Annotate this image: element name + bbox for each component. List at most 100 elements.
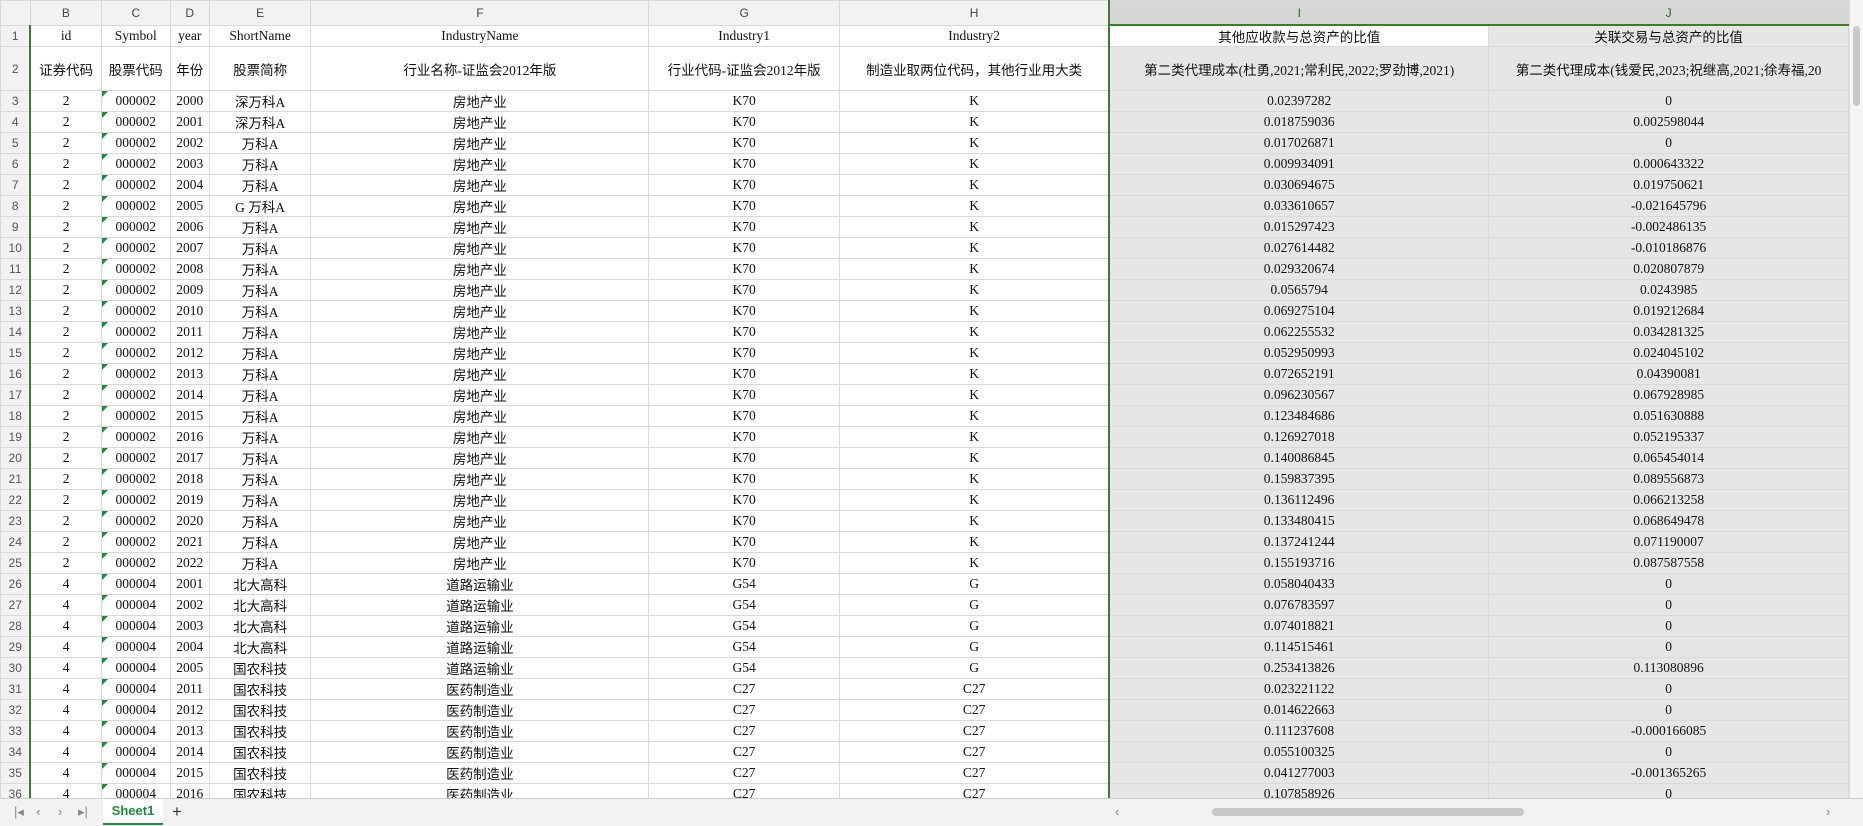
horizontal-scroll-thumb[interactable]	[1212, 808, 1524, 816]
cell: 2003	[169, 615, 210, 637]
cell: 房地产业	[310, 468, 650, 490]
sheet-tab[interactable]: Sheet1	[103, 799, 163, 825]
cell: 0.140086845	[1108, 447, 1490, 469]
cell: 0.023221122	[1108, 678, 1490, 700]
sheet-row: 25 2 000002 2022 万科A 房地产业 K70 K 0.155193716 0.087…	[0, 552, 1849, 574]
cell: 0	[1488, 132, 1849, 154]
cell: 0	[1488, 573, 1849, 595]
cell: 2012	[169, 342, 210, 364]
cell: 2	[29, 258, 102, 280]
cell: K70	[648, 489, 841, 511]
cell: 0.033610657	[1108, 195, 1490, 217]
cell: 行业代码-证监会2012年版	[648, 46, 841, 91]
sheet-row: 15 2 000002 2012 万科A 房地产业 K70 K 0.052950993 0.024…	[0, 342, 1849, 364]
sheet-row: 21 2 000002 2018 万科A 房地产业 K70 K 0.159837395 0.089…	[0, 468, 1849, 490]
cell: G54	[648, 573, 841, 595]
nav-next[interactable]: ›	[58, 804, 63, 819]
cell: 0.133480415	[1108, 510, 1490, 532]
cell: 4	[29, 699, 102, 721]
cell: 0.0565794	[1108, 279, 1490, 301]
cell: 2008	[169, 258, 210, 280]
cell: 北大高科	[208, 636, 312, 658]
row-number: 31	[0, 678, 32, 700]
cell: 房地产业	[310, 153, 650, 175]
cell: K70	[648, 279, 841, 301]
cell: K70	[648, 132, 841, 154]
cell: 0.015297423	[1108, 216, 1490, 238]
cell: G	[839, 636, 1110, 658]
cell: 0.051630888	[1488, 405, 1849, 427]
nav-last[interactable]: ▸|	[78, 804, 88, 819]
cell: 万科A	[208, 258, 312, 280]
cell: 房地产业	[310, 321, 650, 343]
cell: G	[839, 594, 1110, 616]
cell: 0.009934091	[1108, 153, 1490, 175]
nav-first[interactable]: |◂	[14, 804, 24, 819]
sheet-row: 6 2 000002 2003 万科A 房地产业 K70 K 0.009934091 0.0006…	[0, 153, 1849, 175]
cell: 第二类代理成本(杜勇,2021;常利民,2022;罗劲博,2021)	[1108, 46, 1490, 91]
sheet-row: 29 4 000004 2004 北大高科 道路运输业 G54 G 0.114515461 0	[0, 636, 1849, 658]
row-number: 35	[0, 762, 32, 784]
cell: C27	[648, 720, 841, 742]
cell: 万科A	[208, 363, 312, 385]
add-sheet[interactable]: +	[172, 802, 182, 821]
nav-prev[interactable]: ‹	[36, 804, 41, 819]
cell: C27	[839, 762, 1110, 784]
cell: G	[839, 657, 1110, 679]
scroll-right[interactable]: ›	[1826, 804, 1831, 819]
cell: 2004	[169, 174, 210, 196]
cell: 2001	[169, 111, 210, 133]
cell: 0	[1488, 741, 1849, 763]
cell: K70	[648, 258, 841, 280]
cell: 2013	[169, 720, 210, 742]
cell: 0.055100325	[1108, 741, 1490, 763]
column-letter: B	[29, 0, 102, 26]
cell: 国农科技	[208, 741, 312, 763]
cell: 2015	[169, 762, 210, 784]
sheet-row: 31 4 000004 2011 国农科技 医药制造业 C27 C27 0.023221122 0	[0, 678, 1849, 700]
cell: 房地产业	[310, 426, 650, 448]
cell: 国农科技	[208, 783, 312, 798]
cell: 道路运输业	[310, 636, 650, 658]
row-number: 34	[0, 741, 32, 763]
cell: G54	[648, 636, 841, 658]
cell: K	[839, 279, 1110, 301]
cell: 4	[29, 720, 102, 742]
cell: 0	[1488, 90, 1849, 112]
scroll-thumb[interactable]	[1853, 26, 1860, 106]
cell: 0.137241244	[1108, 531, 1490, 553]
sheet-row: 36 4 000004 2016 国农科技 医药制造业 C27 C27 0.107858926 0	[0, 783, 1849, 798]
cell: K	[839, 342, 1110, 364]
row-number: 11	[0, 258, 32, 280]
cell: K70	[648, 447, 841, 469]
row-number: 25	[0, 552, 32, 574]
cell: K70	[648, 174, 841, 196]
cell: K	[839, 447, 1110, 469]
cell: id	[29, 24, 102, 47]
cell: 2	[29, 384, 102, 406]
cell: 万科A	[208, 426, 312, 448]
cell: 2002	[169, 132, 210, 154]
row-number: 29	[0, 636, 32, 658]
cell: 2022	[169, 552, 210, 574]
row-number: 5	[0, 132, 32, 154]
cell: K70	[648, 90, 841, 112]
cell: 2	[29, 132, 102, 154]
row-number: 10	[0, 237, 32, 259]
cell: C27	[648, 699, 841, 721]
row-number: 2	[0, 46, 32, 91]
cell: 2009	[169, 279, 210, 301]
cell: C27	[648, 678, 841, 700]
cell: 房地产业	[310, 258, 650, 280]
cell: K70	[648, 426, 841, 448]
cell: K70	[648, 342, 841, 364]
cell: 0.019212684	[1488, 300, 1849, 322]
cell: Symbol	[100, 24, 171, 47]
cell: 000004	[100, 636, 171, 658]
sheet-row: 9 2 000002 2006 万科A 房地产业 K70 K 0.015297423 -0.002…	[0, 216, 1849, 238]
cell: 制造业取两位代码，其他行业用大类	[839, 46, 1110, 91]
vertical-scrollbar[interactable]	[1849, 0, 1863, 798]
scroll-left[interactable]: ‹	[1115, 804, 1120, 819]
sheet-bar: |◂ ‹ › ▸| Sheet1 + ‹ ›	[0, 798, 1863, 826]
cell: G54	[648, 594, 841, 616]
